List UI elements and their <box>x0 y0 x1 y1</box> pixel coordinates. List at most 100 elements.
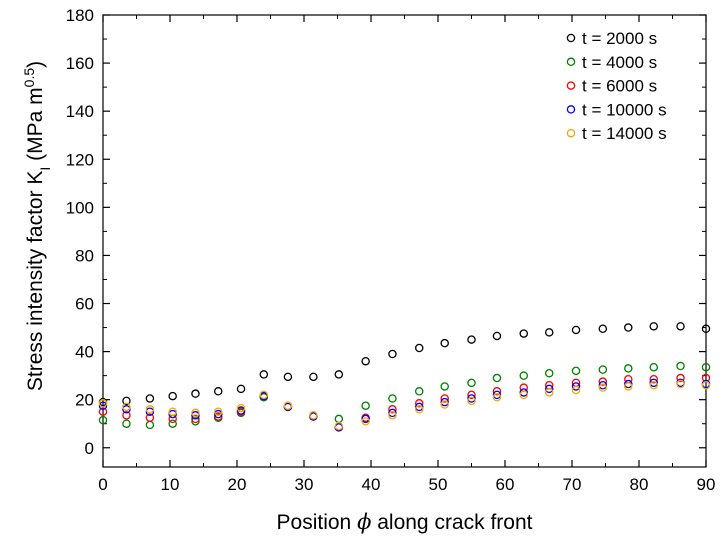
data-point <box>145 413 155 422</box>
data-point <box>544 384 554 394</box>
x-tick-label: 60 <box>496 475 515 494</box>
data-point <box>571 382 581 391</box>
data-point <box>414 405 424 414</box>
data-point <box>440 400 449 409</box>
data-point <box>361 401 370 410</box>
x-tick-label: 10 <box>161 475 180 494</box>
x-tick-label: 20 <box>228 475 247 494</box>
data-point <box>519 371 529 380</box>
data-point <box>492 373 502 383</box>
data-point <box>440 382 449 391</box>
data-point <box>440 397 449 407</box>
data-point <box>440 338 449 348</box>
data-point <box>440 394 449 403</box>
data-point <box>98 401 108 410</box>
data-point <box>624 323 633 332</box>
data-point <box>467 378 476 388</box>
data-point <box>571 385 581 395</box>
data-point <box>191 414 200 424</box>
data-point <box>649 378 658 388</box>
data-point <box>98 407 108 416</box>
data-point <box>236 403 246 413</box>
legend-label: t = 14000 s <box>582 124 667 143</box>
data-point <box>676 322 685 331</box>
data-point <box>598 383 608 392</box>
data-point <box>168 419 177 428</box>
data-point <box>309 372 318 382</box>
data-point <box>701 362 711 372</box>
data-point <box>145 420 155 430</box>
data-point <box>492 387 502 396</box>
data-points <box>98 322 711 432</box>
data-point <box>414 399 424 408</box>
data-point <box>145 394 155 403</box>
data-point <box>191 389 200 398</box>
data-point <box>467 390 476 400</box>
data-point <box>519 388 529 397</box>
data-point <box>649 374 658 384</box>
data-point <box>598 365 608 374</box>
x-tick-label: 30 <box>295 475 314 494</box>
series-t-2000-s <box>98 322 711 407</box>
x-tick-label: 90 <box>697 475 716 494</box>
data-point <box>519 390 529 400</box>
data-point <box>492 331 502 341</box>
data-point <box>701 381 711 390</box>
data-point <box>213 407 223 416</box>
data-point <box>334 370 344 379</box>
legend-label: t = 2000 s <box>582 29 657 48</box>
series-t-4000-s <box>98 361 711 430</box>
data-point <box>701 324 711 334</box>
x-axis-label: Position ϕ along crack front <box>277 510 533 534</box>
data-point <box>676 379 685 389</box>
data-point <box>649 362 658 372</box>
series-t-14000-s <box>98 379 711 431</box>
series-t-6000-s <box>98 373 711 432</box>
data-point <box>544 328 554 337</box>
data-point <box>191 417 200 426</box>
data-point <box>361 356 370 366</box>
data-point <box>624 379 633 389</box>
data-point <box>236 406 246 415</box>
data-point <box>213 412 223 421</box>
y-tick-label: 0 <box>85 439 94 458</box>
data-point <box>191 408 200 418</box>
data-point <box>283 372 293 382</box>
legend-marker <box>566 128 576 138</box>
data-point <box>388 394 397 403</box>
data-point <box>145 405 155 414</box>
data-point <box>649 322 658 331</box>
data-point <box>122 402 131 412</box>
data-point <box>334 421 344 431</box>
data-point <box>122 419 131 428</box>
legend-label: t = 4000 s <box>582 53 657 72</box>
data-point <box>598 377 608 386</box>
x-tick-label: 80 <box>630 475 649 494</box>
x-tick-label: 40 <box>362 475 381 494</box>
data-point <box>649 381 658 390</box>
y-tick-label: 160 <box>66 54 94 73</box>
data-point <box>598 381 608 390</box>
series-t-10000-s <box>98 378 711 432</box>
y-tick-label: 120 <box>66 150 94 169</box>
y-axis-label: Stress intensity factor KI (MPa m0.5) <box>21 61 53 391</box>
data-point <box>414 343 424 353</box>
axis-ticks: 0 10 20 30 40 50 60 70 80 90 0 20 40 60 80 100 120 140 160… <box>66 6 716 494</box>
data-point <box>467 335 476 344</box>
data-point <box>544 368 554 378</box>
data-point <box>676 373 685 383</box>
data-point <box>388 408 397 418</box>
legend-marker <box>566 105 576 114</box>
data-point <box>213 409 223 419</box>
data-point <box>122 411 131 420</box>
data-point <box>122 396 131 406</box>
x-tick-label: 0 <box>98 475 107 494</box>
y-tick-label: 180 <box>66 6 94 25</box>
y-tick-label: 60 <box>75 295 94 314</box>
data-point <box>519 329 529 338</box>
data-point <box>492 390 502 400</box>
data-point <box>544 388 554 397</box>
data-point <box>259 390 269 400</box>
data-point <box>492 393 502 402</box>
x-tick-label: 70 <box>563 475 582 494</box>
